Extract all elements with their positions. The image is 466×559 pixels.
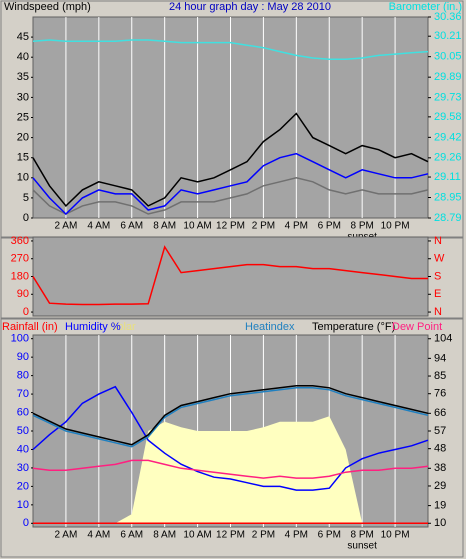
y2-tick-label: 48 bbox=[434, 443, 446, 455]
y-tick-label: 35 bbox=[17, 71, 29, 83]
y2-tick-label: 30.21 bbox=[434, 30, 462, 42]
y2-tick-label: 29.73 bbox=[434, 92, 462, 104]
y-tick-label: 30 bbox=[17, 91, 29, 103]
y2-tick-label: 19 bbox=[434, 500, 446, 512]
line bbox=[32, 385, 429, 446]
y-tick-label: 40 bbox=[17, 443, 29, 455]
y2-tick-label: 104 bbox=[434, 333, 452, 345]
y2-tick-label: 29.26 bbox=[434, 152, 462, 164]
y-tick-label: 10 bbox=[17, 499, 29, 511]
y2-tick-label: 29.89 bbox=[434, 71, 462, 83]
x-tick-label: 6 PM bbox=[318, 221, 341, 232]
y-tick-label: 25 bbox=[17, 111, 29, 123]
x-tick-label: 10 AM bbox=[183, 221, 211, 232]
x-tick-label: 2 AM bbox=[55, 530, 78, 541]
x-tick-label: 10 PM bbox=[381, 530, 410, 541]
x-tick-label: 2 PM bbox=[252, 530, 275, 541]
line bbox=[32, 245, 428, 306]
y-tick-label: 0 bbox=[23, 517, 29, 529]
x-tick-label: 4 PM bbox=[285, 221, 308, 232]
legend-entry: Temperature (°F) bbox=[312, 321, 395, 333]
y-tick-label: 70 bbox=[17, 388, 29, 400]
y-axis-label: Windspeed (mph) bbox=[4, 1, 91, 13]
y2-tick-label: 85 bbox=[434, 370, 446, 382]
x-tick-label: 6 PM bbox=[318, 530, 341, 541]
line bbox=[32, 152, 429, 216]
y2-tick-label: 66 bbox=[434, 407, 446, 419]
y2-tick-label: 30.36 bbox=[434, 11, 462, 23]
x-tick-label: 2 PM bbox=[252, 221, 275, 232]
legend-entry: Rainfall (in) bbox=[2, 321, 58, 333]
y2-tick-label: 29.11 bbox=[434, 171, 461, 183]
x-tick-label: 10 PM bbox=[381, 221, 410, 232]
y-tick-label: 20 bbox=[17, 480, 29, 492]
legend-entry: Solar bbox=[110, 321, 136, 333]
y-tick-label: 5 bbox=[23, 192, 29, 204]
y-tick-label: 40 bbox=[17, 51, 29, 63]
y-tick-label: 100 bbox=[11, 333, 29, 345]
y2-tick-label: E bbox=[434, 288, 441, 300]
y-tick-label: 0 bbox=[23, 306, 29, 318]
line bbox=[32, 112, 429, 208]
y2-tick-label: 28.95 bbox=[434, 191, 462, 203]
line bbox=[32, 177, 429, 215]
y2-tick-label: 29.42 bbox=[434, 131, 462, 143]
x-tick-label: 10 AM bbox=[183, 530, 211, 541]
x-tick-label: 2 AM bbox=[55, 221, 78, 232]
line bbox=[32, 39, 429, 60]
y2-tick-label: N bbox=[434, 306, 442, 318]
y2-tick-label: N bbox=[434, 235, 442, 247]
area bbox=[33, 416, 428, 524]
y2-tick-label: 38 bbox=[434, 462, 446, 474]
y2-tick-label: 94 bbox=[434, 352, 446, 364]
x-tick-label: 4 AM bbox=[87, 530, 110, 541]
y-tick-label: 15 bbox=[17, 152, 29, 164]
y-tick-label: 60 bbox=[17, 406, 29, 418]
legend-entry: Dew Point bbox=[392, 321, 442, 333]
y2-axis-label: Barometer (in.) bbox=[389, 1, 462, 13]
y-tick-label: 0 bbox=[23, 212, 29, 224]
y2-tick-label: 28.79 bbox=[434, 212, 462, 224]
y2-tick-label: 76 bbox=[434, 388, 446, 400]
y-tick-label: 90 bbox=[17, 288, 29, 300]
y-tick-label: 30 bbox=[17, 462, 29, 474]
x-tick-label: 6 AM bbox=[120, 221, 143, 232]
panel bbox=[0, 318, 464, 558]
x-tick-label: 4 AM bbox=[87, 221, 110, 232]
legend-entry: Heatindex bbox=[245, 321, 295, 333]
line bbox=[32, 459, 429, 479]
x-tick-label: 8 AM bbox=[153, 221, 176, 232]
y-tick-label: 180 bbox=[11, 270, 29, 282]
y2-tick-label: 30.05 bbox=[434, 51, 462, 63]
y-tick-label: 80 bbox=[17, 370, 29, 382]
line bbox=[32, 387, 429, 448]
y-tick-label: 10 bbox=[17, 172, 29, 184]
y-tick-label: 20 bbox=[17, 132, 29, 144]
x-tick-label: 12 PM bbox=[216, 221, 245, 232]
y-tick-label: 50 bbox=[17, 425, 29, 437]
y2-tick-label: 29.58 bbox=[434, 111, 462, 123]
x-tick-label: 8 AM bbox=[153, 530, 176, 541]
y-tick-label: 45 bbox=[17, 31, 29, 43]
y2-tick-label: 29 bbox=[434, 480, 446, 492]
y2-tick-label: 57 bbox=[434, 425, 446, 437]
plot-area bbox=[32, 236, 429, 317]
annotation: sunset bbox=[347, 541, 377, 552]
y2-tick-label: 10 bbox=[434, 517, 446, 529]
x-tick-label: 12 PM bbox=[216, 530, 245, 541]
y2-tick-label: W bbox=[434, 253, 445, 265]
chart-title: 24 hour graph day : May 28 2010 bbox=[169, 1, 331, 13]
y-tick-label: 270 bbox=[11, 253, 29, 265]
y-tick-label: 90 bbox=[17, 351, 29, 363]
line bbox=[32, 385, 429, 491]
x-tick-label: 6 AM bbox=[120, 530, 143, 541]
x-tick-label: 8 PM bbox=[350, 221, 373, 232]
y-tick-label: 360 bbox=[11, 235, 29, 247]
y2-tick-label: S bbox=[434, 270, 441, 282]
legend-entry: Humidity % bbox=[65, 321, 121, 333]
x-tick-label: 8 PM bbox=[350, 530, 373, 541]
x-tick-label: 4 PM bbox=[285, 530, 308, 541]
